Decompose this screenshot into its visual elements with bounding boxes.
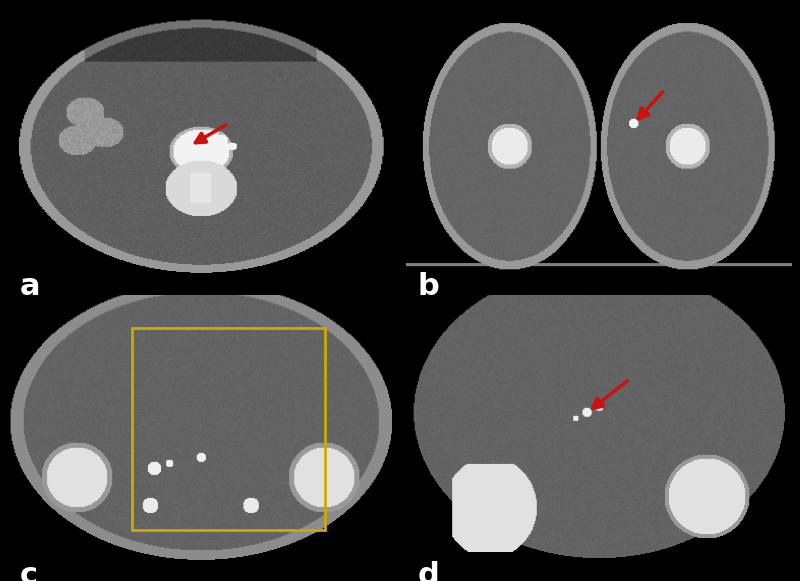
Text: a: a <box>19 272 40 302</box>
Bar <box>131 328 325 530</box>
Text: b: b <box>418 272 439 302</box>
Text: c: c <box>19 561 38 581</box>
Text: d: d <box>418 561 439 581</box>
